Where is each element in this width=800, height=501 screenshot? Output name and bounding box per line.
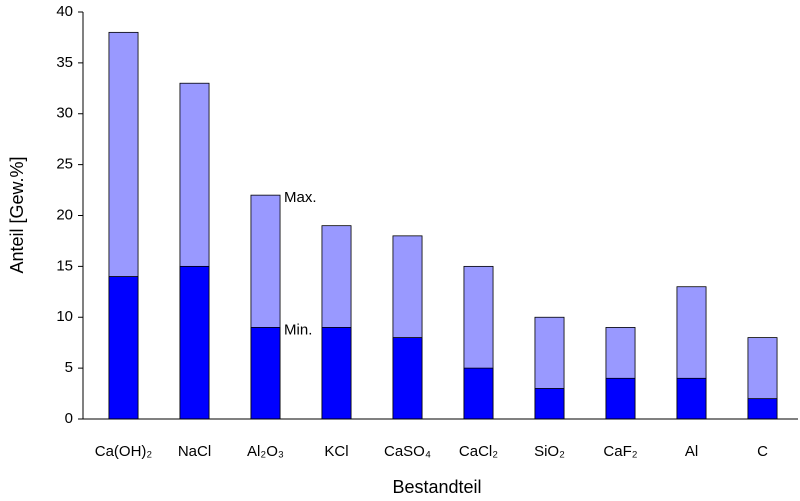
x-tick-label: CaSO₄ xyxy=(384,443,431,460)
x-tick-label: Ca(OH)₂ xyxy=(95,443,153,460)
y-tick-label: 25 xyxy=(56,156,73,173)
y-tick-label: 10 xyxy=(56,308,73,325)
x-tick-label: NaCl xyxy=(178,443,211,460)
series-label: Min. xyxy=(284,321,312,338)
bar xyxy=(747,398,778,420)
y-tick-label: 40 xyxy=(56,3,73,20)
bar xyxy=(392,337,423,420)
x-tick-label: SiO₂ xyxy=(534,443,565,460)
series-label: Max. xyxy=(284,189,317,206)
x-tick-label: KCl xyxy=(324,443,348,460)
x-tick-label: Al₂O₃ xyxy=(247,443,284,460)
y-tick-label: 35 xyxy=(56,54,73,71)
bar xyxy=(321,327,352,420)
y-axis-title: Anteil [Gew.%] xyxy=(7,156,27,273)
y-tick-label: 30 xyxy=(56,105,73,122)
x-tick-label: CaCl₂ xyxy=(459,443,498,460)
bar xyxy=(179,265,210,420)
bar xyxy=(108,276,139,420)
x-tick-label: C xyxy=(757,443,768,460)
x-tick-label: CaF₂ xyxy=(603,443,637,460)
x-tick-label: Al xyxy=(685,443,698,460)
x-axis-title: Bestandteil xyxy=(392,477,481,497)
bar xyxy=(534,388,565,420)
bar xyxy=(676,377,707,420)
y-tick-label: 20 xyxy=(56,206,73,223)
bar xyxy=(605,377,636,420)
y-tick-label: 5 xyxy=(65,359,73,376)
bar xyxy=(250,327,281,420)
y-tick-label: 0 xyxy=(65,410,73,427)
y-tick-label: 15 xyxy=(56,257,73,274)
bar xyxy=(463,367,494,420)
